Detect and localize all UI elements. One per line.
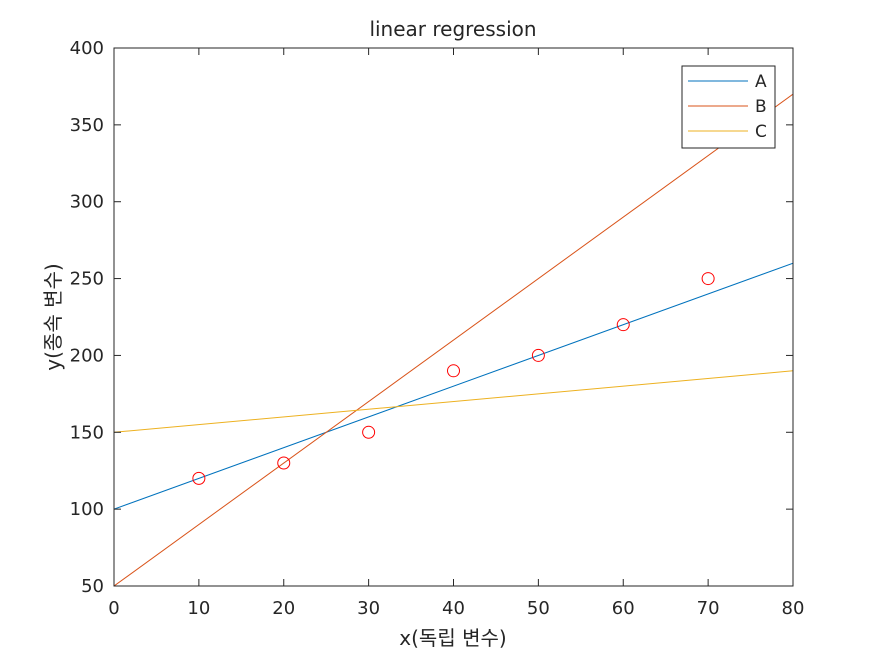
y-axis-label: y(종속 변수) xyxy=(41,263,65,370)
chart-title: linear regression xyxy=(369,17,536,41)
x-tick-label: 10 xyxy=(187,598,210,619)
y-tick-label: 150 xyxy=(70,422,104,443)
x-tick-label: 80 xyxy=(782,598,805,619)
series-line-C xyxy=(114,370,793,433)
legend-label-B: B xyxy=(755,97,767,117)
series-line-B xyxy=(114,93,793,586)
x-tick-label: 30 xyxy=(357,598,380,619)
x-axis-label: x(독립 변수) xyxy=(399,626,506,650)
x-tick-label: 50 xyxy=(527,598,550,619)
data-point xyxy=(362,425,376,439)
data-point xyxy=(616,318,630,332)
data-point xyxy=(192,471,206,485)
legend-label-C: C xyxy=(755,122,767,142)
legend: ABC xyxy=(681,65,776,149)
y-tick-label: 100 xyxy=(70,499,104,520)
y-tick-label: 300 xyxy=(70,192,104,213)
y-tick-label: 50 xyxy=(81,576,104,597)
y-axis-ticks: 50 100 150 200 250 300 350 400 xyxy=(70,38,793,597)
data-point xyxy=(277,456,291,470)
y-tick-label: 400 xyxy=(70,38,104,59)
data-point xyxy=(701,272,715,286)
y-tick-label: 250 xyxy=(70,269,104,290)
x-tick-label: 60 xyxy=(612,598,635,619)
regression-lines xyxy=(114,93,793,586)
x-tick-label: 40 xyxy=(442,598,465,619)
legend-label-A: A xyxy=(755,72,767,92)
plot-background xyxy=(114,48,793,586)
x-tick-label: 0 xyxy=(108,598,119,619)
y-tick-label: 350 xyxy=(70,115,104,136)
x-tick-label: 70 xyxy=(697,598,720,619)
data-point xyxy=(447,364,460,378)
data-point xyxy=(531,348,545,362)
y-tick-label: 200 xyxy=(70,345,104,366)
x-tick-label: 20 xyxy=(272,598,295,619)
legend-box xyxy=(681,65,776,149)
x-axis-ticks: 0 10 20 30 40 50 60 70 80 xyxy=(108,48,804,619)
data-points xyxy=(192,272,715,485)
series-line-A xyxy=(114,262,793,510)
